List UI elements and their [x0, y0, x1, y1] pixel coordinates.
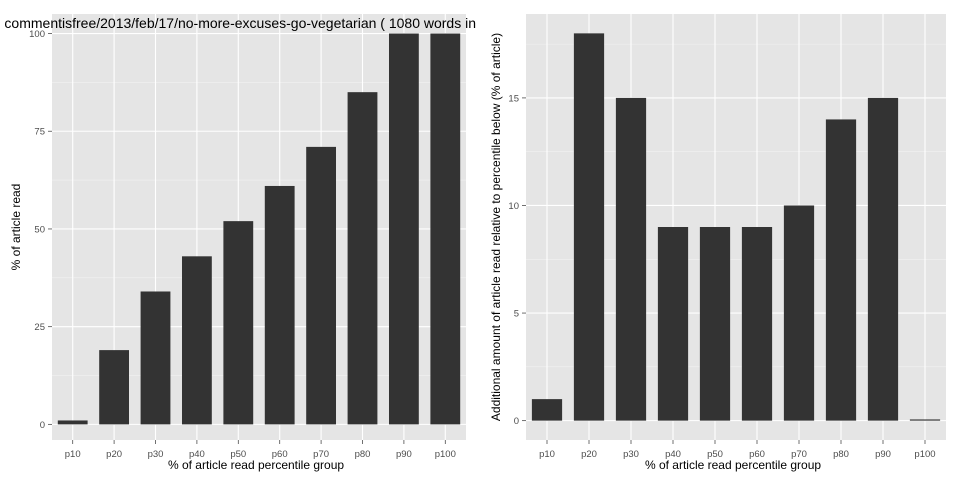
right-y-axis-title: Additional amount of article read relati…	[489, 33, 503, 421]
right-x-tick-label-p80: p80	[833, 449, 849, 460]
left-y-tick-label: 75	[34, 127, 45, 138]
right-bar-p40	[657, 227, 689, 421]
left-bar-p30	[140, 291, 171, 425]
right-bar-p30	[615, 97, 647, 421]
right-x-tick-label-p40: p40	[665, 449, 681, 460]
left-x-tick-label-p90: p90	[396, 449, 412, 460]
right-bar-p90	[867, 97, 899, 421]
left-y-tick-label: 50	[34, 224, 45, 235]
right-x-axis-title: % of article read percentile group	[645, 458, 821, 472]
right-x-tick-label-p60: p60	[749, 449, 765, 460]
right-bar-p10	[531, 399, 563, 421]
left-y-tick-label: 25	[34, 322, 45, 333]
right-panel: 0 5 10 15 p10 p20 p30 p40 p50 p60 p70 p80 p90 p100 % o…	[489, 14, 946, 472]
left-bar-p20	[99, 350, 130, 425]
right-y-tick-label: 5	[514, 309, 519, 320]
right-y-tick-label: 10	[508, 201, 519, 212]
left-bar-p70	[306, 146, 337, 425]
left-x-tick-label-p50: p50	[230, 449, 246, 460]
right-y-tick-label: 15	[508, 93, 519, 104]
left-panel: 0 25 50 75 100 p10 p20 p30 p40 p50 p60 p70 p80 p90 p10…	[4, 14, 476, 472]
right-bar-p70	[783, 205, 815, 421]
left-y-axis-title: % of article read	[9, 184, 23, 271]
right-bar-p50	[699, 227, 731, 421]
left-x-tick-label-p60: p60	[272, 449, 288, 460]
left-y-tick-label: 0	[40, 420, 45, 431]
left-x-tick-label-p100: p100	[435, 449, 456, 460]
right-bar-p80	[825, 119, 857, 421]
left-x-axis-title: % of article read percentile group	[168, 458, 344, 472]
left-bar-p60	[264, 185, 295, 425]
right-x-tick-label-p10: p10	[539, 449, 555, 460]
left-bar-p80	[347, 92, 378, 425]
right-bar-p60	[741, 227, 773, 421]
right-bar-p20	[573, 33, 605, 421]
left-bar-p50	[223, 221, 254, 425]
left-x-tick-label-p40: p40	[189, 449, 205, 460]
right-x-tick-label-p30: p30	[623, 449, 639, 460]
left-x-tick-label-p80: p80	[355, 449, 371, 460]
right-x-tick-label-p90: p90	[875, 449, 891, 460]
right-bar-p100	[909, 419, 941, 421]
left-y-tick-label: 100	[29, 29, 45, 40]
left-x-tick-label-p20: p20	[106, 449, 122, 460]
left-bar-p10	[57, 420, 88, 425]
right-x-tick-label-p100: p100	[914, 449, 935, 460]
right-x-tick-label-p50: p50	[707, 449, 723, 460]
right-x-tick-label-p70: p70	[791, 449, 807, 460]
left-chart-title: commentisfree/2013/feb/17/no-more-excuse…	[4, 15, 476, 31]
left-x-tick-label-p10: p10	[65, 449, 81, 460]
left-bar-p100	[430, 33, 461, 425]
left-bar-p40	[181, 256, 212, 425]
left-x-tick-label-p70: p70	[313, 449, 329, 460]
left-x-tick-label-p30: p30	[148, 449, 164, 460]
left-bar-p90	[388, 33, 419, 425]
right-x-tick-label-p20: p20	[581, 449, 597, 460]
right-y-tick-label: 0	[514, 416, 519, 427]
